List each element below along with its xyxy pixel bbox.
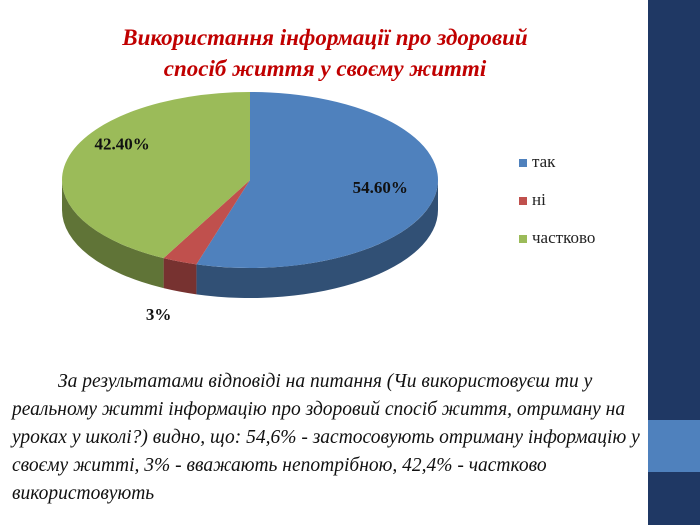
body-text: За результатами відповіді на питання (Чи… (12, 371, 640, 504)
legend-label: ні (532, 190, 546, 209)
slice-side (163, 258, 197, 295)
data-label: 54.60% (353, 178, 408, 197)
legend-swatch (519, 235, 527, 243)
legend-swatch (519, 159, 527, 167)
slice (163, 180, 250, 265)
slice-side (62, 180, 164, 289)
side-bar-accent (648, 420, 700, 472)
legend-swatch (519, 197, 527, 205)
data-label: 42.40% (95, 134, 150, 153)
data-label: 3% (146, 305, 172, 324)
slice (196, 92, 438, 268)
legend-label: так (532, 152, 556, 171)
chart-title: Використання інформації про здоровий спо… (122, 25, 528, 81)
legend-label: частково (532, 228, 595, 247)
slice (62, 92, 250, 259)
slice-side (196, 180, 438, 298)
